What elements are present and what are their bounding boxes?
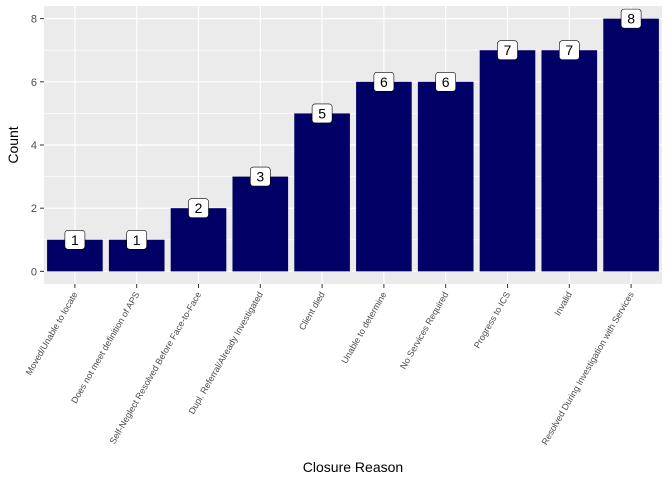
data-label: 5 xyxy=(311,103,333,124)
data-label-box xyxy=(311,103,333,124)
y-tick-label: 0 xyxy=(31,266,37,278)
x-tick-label: Does not meet definition of APS xyxy=(69,290,141,405)
bar xyxy=(603,18,659,272)
x-tick-label: No Services Required xyxy=(398,290,450,371)
y-tick-label: 6 xyxy=(31,77,37,89)
x-tick-label: Unable to determine xyxy=(339,290,388,365)
x-tick-label: Moved/Unable to locate xyxy=(24,290,80,377)
bar xyxy=(170,208,227,272)
x-axis-title: Closure Reason xyxy=(303,459,403,475)
x-tick-label: Dupl. Referral/Already Investigated xyxy=(187,290,265,416)
data-label: 8 xyxy=(620,8,642,29)
data-label-box xyxy=(558,40,580,61)
data-label-text: 5 xyxy=(318,105,326,121)
x-tick-label: Client died xyxy=(297,290,327,332)
bars xyxy=(47,18,659,272)
x-tick-label: Invalid xyxy=(552,290,574,318)
data-label-text: 1 xyxy=(133,232,141,248)
data-label-text: 8 xyxy=(627,11,635,27)
bar xyxy=(356,81,412,272)
data-label-text: 3 xyxy=(256,169,264,185)
bar xyxy=(541,50,598,272)
data-label-text: 6 xyxy=(380,74,388,90)
data-label: 2 xyxy=(188,198,209,218)
data-label-box xyxy=(497,40,518,61)
data-label-text: 2 xyxy=(195,200,203,216)
data-label: 3 xyxy=(250,166,271,187)
data-label-box xyxy=(250,166,271,187)
data-label-box xyxy=(373,72,395,92)
bar xyxy=(232,176,289,272)
data-label: 7 xyxy=(497,40,518,61)
data-label-text: 7 xyxy=(504,42,512,58)
data-label-box xyxy=(188,198,209,218)
y-axis-title: Count xyxy=(5,126,21,163)
y-axis: 0 2 4 6 8 xyxy=(31,14,44,278)
bar xyxy=(417,81,474,272)
data-label: 1 xyxy=(64,229,86,250)
y-tick-label: 2 xyxy=(31,203,37,215)
data-label-box xyxy=(64,229,86,250)
data-label-text: 6 xyxy=(442,74,450,90)
bar xyxy=(294,113,350,272)
data-labels: 1 1 2 3 5 6 6 7 7 8 xyxy=(64,8,642,250)
data-label-box xyxy=(126,229,147,250)
data-label-text: 1 xyxy=(71,232,79,248)
y-tick-label: 8 xyxy=(31,14,37,26)
data-label: 6 xyxy=(435,72,457,92)
x-tick-label: Progress to ICS xyxy=(472,290,512,350)
data-label-text: 7 xyxy=(565,42,573,58)
data-label: 1 xyxy=(126,229,147,250)
data-label: 7 xyxy=(558,40,580,61)
data-label-box xyxy=(435,72,457,92)
bar xyxy=(479,50,536,272)
y-tick-label: 4 xyxy=(31,140,37,152)
data-label: 6 xyxy=(373,72,395,92)
data-label-box xyxy=(620,8,642,29)
